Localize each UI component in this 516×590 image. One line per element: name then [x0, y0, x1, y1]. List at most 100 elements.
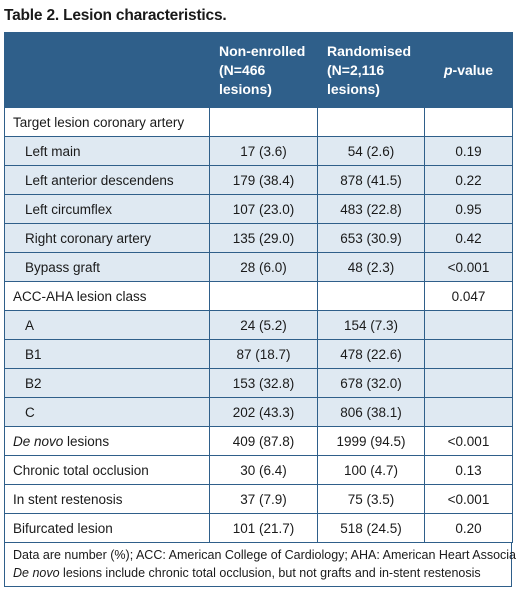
randomised-cell: 878 (41.5) [317, 165, 425, 195]
table-row: B2 153 (32.8) 678 (32.0) [4, 368, 513, 398]
row-label: Left anterior descendens [4, 165, 210, 195]
row-label: In stent restenosis [4, 484, 210, 514]
non-enrolled-cell [209, 107, 318, 137]
row-label-text: Left main [25, 143, 81, 159]
randomised-cell: 154 (7.3) [317, 310, 425, 340]
p-value-cell: 0.047 [424, 281, 513, 311]
table-body: Target lesion coronary artery Left main 17… [4, 107, 513, 543]
row-label: Bypass graft [4, 252, 210, 282]
row-label-text: ACC-AHA lesion class [13, 288, 147, 304]
non-enrolled-cell: 107 (23.0) [209, 194, 318, 224]
randomised-cell [317, 107, 425, 137]
randomised-cell: 483 (22.8) [317, 194, 425, 224]
non-enrolled-cell: 135 (29.0) [209, 223, 318, 253]
non-enrolled-cell: 179 (38.4) [209, 165, 318, 195]
table-footnote: Data are number (%); ACC: American Colle… [4, 543, 516, 587]
p-value-cell: 0.20 [424, 513, 513, 543]
non-enrolled-cell: 101 (21.7) [209, 513, 318, 543]
row-label: Left circumflex [4, 194, 210, 224]
table-row: In stent restenosis 37 (7.9) 75 (3.5) <0.00… [4, 484, 513, 514]
randomised-cell [317, 281, 425, 311]
row-label-text: C [25, 404, 35, 420]
table-row: Target lesion coronary artery [4, 107, 513, 137]
p-value-cell: 0.19 [424, 136, 513, 166]
header-non-enrolled: Non-enrolled (N=466 lesions) [209, 32, 318, 108]
non-enrolled-cell: 202 (43.3) [209, 397, 318, 427]
row-label: B2 [4, 368, 210, 398]
table-row: Left circumflex 107 (23.0) 483 (22.8) 0.95 [4, 194, 513, 224]
table-row: Bifurcated lesion 101 (21.7) 518 (24.5) 0.2… [4, 513, 513, 543]
randomised-cell: 518 (24.5) [317, 513, 425, 543]
p-value-cell: 0.42 [424, 223, 513, 253]
p-value-cell: <0.001 [424, 484, 513, 514]
table-row: Left anterior descendens 179 (38.4) 878 (4… [4, 165, 513, 195]
row-label-text: lesions [63, 433, 110, 449]
randomised-cell: 478 (22.6) [317, 339, 425, 369]
header-non-enrolled-line2: (N=466 [219, 61, 266, 78]
non-enrolled-cell: 30 (6.4) [209, 455, 318, 485]
randomised-cell: 54 (2.6) [317, 136, 425, 166]
table-figure: Table 2. Lesion characteristics. Non-enr… [4, 0, 516, 587]
non-enrolled-cell: 153 (32.8) [209, 368, 318, 398]
footnote-line2: De novo lesions include chronic total oc… [13, 564, 503, 582]
row-label-text: B2 [25, 375, 42, 391]
row-label-text: Right coronary artery [25, 230, 152, 246]
randomised-cell: 75 (3.5) [317, 484, 425, 514]
footnote-line2-rest: lesions include chronic total occlusion,… [59, 566, 481, 580]
row-label-italic: De novo [13, 433, 64, 449]
table-row: De novo lesions 409 (87.8) 1999 (94.5) <0.0… [4, 426, 513, 456]
randomised-cell: 1999 (94.5) [317, 426, 425, 456]
row-label-text: In stent restenosis [13, 491, 123, 507]
header-blank [4, 32, 210, 108]
table-title: Table 2. Lesion characteristics. [4, 7, 227, 24]
table-row: Chronic total occlusion 30 (6.4) 100 (4.7)… [4, 455, 513, 485]
p-value-cell [424, 107, 513, 137]
row-label-text: Bypass graft [25, 259, 101, 275]
header-p-value: p-value [424, 32, 513, 108]
non-enrolled-cell: 17 (3.6) [209, 136, 318, 166]
header-non-enrolled-line3: lesions) [219, 80, 272, 97]
row-label-text: Target lesion coronary artery [13, 114, 185, 130]
non-enrolled-cell: 409 (87.8) [209, 426, 318, 456]
row-label: Chronic total occlusion [4, 455, 210, 485]
table-row: A 24 (5.2) 154 (7.3) [4, 310, 513, 340]
randomised-cell: 806 (38.1) [317, 397, 425, 427]
row-label-text: Left anterior descendens [25, 172, 174, 188]
row-label: Right coronary artery [4, 223, 210, 253]
lesion-table: Non-enrolled (N=466 lesions) Randomised … [4, 32, 513, 543]
header-non-enrolled-line1: Non-enrolled [219, 42, 306, 59]
non-enrolled-cell [209, 281, 318, 311]
row-label: C [4, 397, 210, 427]
randomised-cell: 678 (32.0) [317, 368, 425, 398]
randomised-cell: 653 (30.9) [317, 223, 425, 253]
footnote-line2-italic: De novo [13, 566, 60, 580]
row-label-text: B1 [25, 346, 42, 362]
table-row: Right coronary artery 135 (29.0) 653 (30.9… [4, 223, 513, 253]
p-value-cell [424, 339, 513, 369]
row-label: Left main [4, 136, 210, 166]
header-randomised-line3: lesions) [327, 80, 380, 97]
row-label: Target lesion coronary artery [4, 107, 210, 137]
p-value-cell: 0.95 [424, 194, 513, 224]
non-enrolled-cell: 28 (6.0) [209, 252, 318, 282]
row-label-text: A [25, 317, 35, 333]
row-label-text: Chronic total occlusion [13, 462, 149, 478]
header-randomised: Randomised (N=2,116 lesions) [317, 32, 425, 108]
p-value-cell: <0.001 [424, 252, 513, 282]
footnote-line1: Data are number (%); ACC: American Colle… [13, 548, 516, 562]
header-p-italic: p [443, 61, 453, 78]
randomised-cell: 48 (2.3) [317, 252, 425, 282]
table-row: C 202 (43.3) 806 (38.1) [4, 397, 513, 427]
row-label: B1 [4, 339, 210, 369]
p-value-cell: 0.13 [424, 455, 513, 485]
p-value-cell: <0.001 [424, 426, 513, 456]
p-value-cell [424, 310, 513, 340]
header-row: Non-enrolled (N=466 lesions) Randomised … [4, 32, 513, 108]
non-enrolled-cell: 87 (18.7) [209, 339, 318, 369]
row-label-text: Left circumflex [25, 201, 113, 217]
row-label: ACC-AHA lesion class [4, 281, 210, 311]
table-row: Bypass graft 28 (6.0) 48 (2.3) <0.001 [4, 252, 513, 282]
table-row: B1 87 (18.7) 478 (22.6) [4, 339, 513, 369]
row-label: De novo lesions [4, 426, 210, 456]
p-value-cell: 0.22 [424, 165, 513, 195]
